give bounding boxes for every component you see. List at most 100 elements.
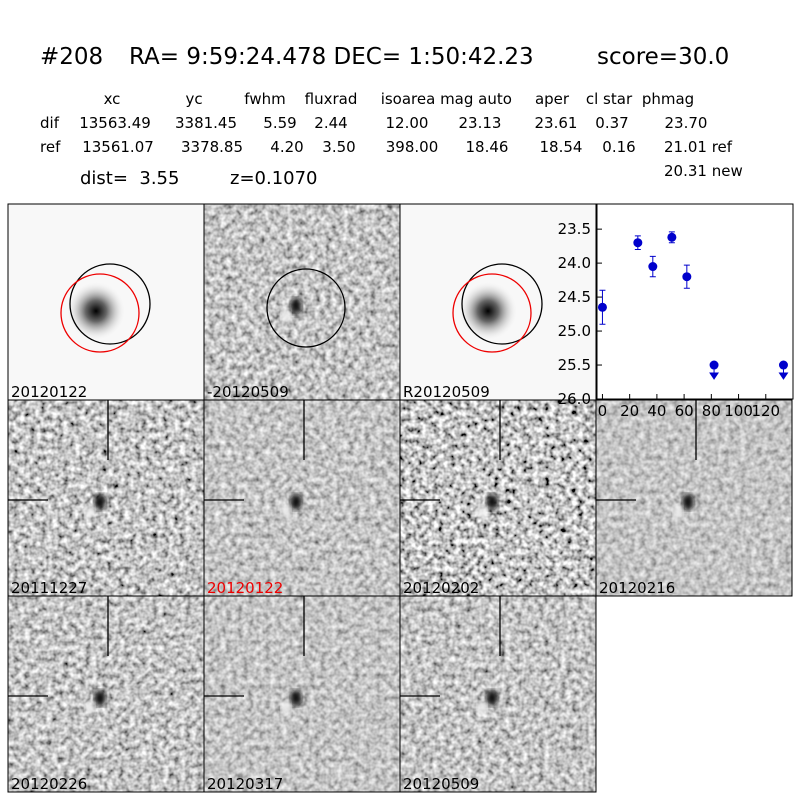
x-tick-label: 0 [598,402,608,420]
blob-light [673,505,683,519]
cutout-label: 20120317 [207,775,283,793]
y-tick-label: 25.5 [558,356,591,374]
blob-dark [290,298,302,314]
column-header: xc [104,90,121,108]
blob-dark [290,690,302,706]
cutout: 20120122 [7,203,205,401]
blob-dark [290,494,302,510]
column-header: mag auto [440,90,512,108]
table-cell: 23.70 [665,114,708,132]
table-cell: 2.44 [314,114,347,132]
table-cell: 23.13 [459,114,502,132]
cutout-label: 20111227 [11,579,87,597]
x-tick-label: 20 [620,402,639,420]
cutout: -20120509 [203,203,401,401]
frame [399,595,597,793]
column-header: cl star [586,90,633,108]
image [400,596,596,792]
blob-light [477,701,487,715]
cutout-label: 20120226 [11,775,87,793]
blob-light [85,505,95,519]
score: score=30.0 [597,44,729,70]
table-cell: 398.00 [386,138,439,156]
dist: dist= 3.55 [80,168,179,189]
coordinates: RA= 9:59:24.478 DEC= 1:50:42.23 [129,44,534,70]
aperture [266,268,346,348]
table-cell: 3.50 [322,138,355,156]
blob-dark [94,494,106,510]
cutout-label: 20120509 [403,775,479,793]
image [8,596,204,792]
x-tick-label: 60 [675,402,694,420]
table-cell: 5.59 [263,114,296,132]
cutout: 20120122 [203,399,401,597]
table-cell: 21.01 ref [664,138,733,156]
y-tick-label: 23.5 [558,220,591,238]
table-cell: 23.61 [535,114,578,132]
y-tick-label: 24.0 [558,254,591,272]
table-cell: 0.37 [595,114,628,132]
cutout: 20120509 [399,595,597,793]
upper-limit-arrow [709,365,719,380]
table-cell: 0.16 [602,138,635,156]
blob-dark [486,494,498,510]
detection [633,238,643,248]
detection [667,232,677,242]
blob-light [281,505,291,519]
x-tick-label: 80 [702,402,721,420]
column-header: phmag [642,90,694,108]
detection [597,302,607,312]
cutout: 20111227 [7,399,205,597]
detection [682,272,692,282]
plot-area [596,203,794,400]
blob-dark [486,690,498,706]
row-label: dif [40,114,60,132]
cutout: 20120202 [399,399,597,597]
column-header: fluxrad [305,90,358,108]
blob-dark [94,690,106,706]
column-header: fwhm [244,90,285,108]
table-cell: 13561.07 [82,138,154,156]
galaxy [66,281,126,341]
x-tick-label: 100 [724,402,753,420]
cutout: R20120509 [399,203,597,401]
image [8,400,204,596]
cutout-label: 20120216 [599,579,675,597]
x-tick-label: 120 [751,402,780,420]
blob-light [281,701,291,715]
y-tick-label: 25.0 [558,322,591,340]
table-cell: 3381.45 [175,114,237,132]
aperture-ref [452,273,532,353]
frame [595,399,793,597]
galaxy [458,281,518,341]
cutout: 20120317 [203,595,401,793]
column-header: aper [535,90,570,108]
blob-light [281,309,291,323]
y-tick-label: 24.5 [558,288,591,306]
cutout-label: 20120202 [403,579,479,597]
candidate-id: #208 [40,44,103,70]
redshift: z=0.1070 [230,168,318,189]
upper-limit-arrow [778,365,789,380]
aperture [461,263,543,345]
table-cell: 13563.49 [79,114,151,132]
blob-dark [682,494,694,510]
table-cell: 18.46 [466,138,509,156]
table-cell: 12.00 [386,114,429,132]
table: xc yc fwhm fluxrad isoarea mag auto aper cl sta… [40,90,733,156]
note: 20.31 new [664,162,743,180]
blob-light [477,505,487,519]
table-cell: 4.20 [270,138,303,156]
aperture-ref [60,273,140,353]
detection [648,262,658,272]
table-cell: 3378.85 [181,138,243,156]
x-tick-label: 40 [647,402,666,420]
aperture [69,263,151,345]
cutout-label: -20120509 [207,383,289,401]
column-header: isoarea [381,90,436,108]
cutout: 20120216 [595,399,793,597]
image [596,400,792,596]
